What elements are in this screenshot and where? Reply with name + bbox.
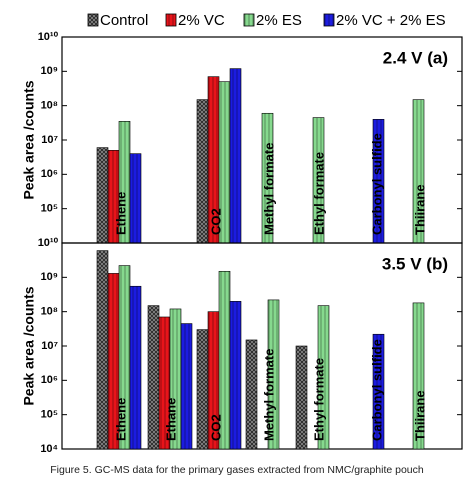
bar xyxy=(196,329,209,450)
legend-swatch xyxy=(243,13,255,27)
legend-swatch xyxy=(323,13,335,27)
category-label: Ethene xyxy=(113,192,128,235)
legend-label: 2% VC xyxy=(178,12,225,29)
y-tick-label: 10⁹ xyxy=(41,65,58,77)
legend-swatch xyxy=(165,13,177,27)
category-label: Thiirane xyxy=(412,184,427,235)
y-tick-label: 10⁷ xyxy=(41,340,58,352)
y-tick-label: 10⁸ xyxy=(41,306,58,318)
category-label: Ethyl formate xyxy=(311,152,326,235)
bar xyxy=(267,299,280,450)
y-tick-label: 10¹⁰ xyxy=(38,237,59,249)
bar xyxy=(129,285,142,450)
bar xyxy=(245,339,258,450)
y-tick-label: 10⁵ xyxy=(41,203,58,215)
category-label: Methyl formate xyxy=(261,349,276,441)
bar xyxy=(96,250,109,450)
bar xyxy=(317,305,330,450)
category-label: Carbonyl sulfide xyxy=(369,339,384,441)
y-tick-label: 10⁹ xyxy=(41,271,58,283)
bar xyxy=(229,68,242,244)
bar xyxy=(180,323,193,450)
y-tick-label: 10⁶ xyxy=(41,168,58,180)
category-label: Ethene xyxy=(113,398,128,441)
y-axis-label: Peak area /counts xyxy=(21,80,37,199)
bar xyxy=(147,305,160,450)
panel-annotation: 2.4 V (a) xyxy=(383,48,448,67)
category-label: CO2 xyxy=(208,208,223,235)
bar xyxy=(96,147,109,244)
bar xyxy=(412,302,425,450)
y-tick-label: 10⁶ xyxy=(41,374,58,386)
bar xyxy=(129,153,142,244)
category-label: CO2 xyxy=(208,414,223,441)
legend-label: 2% VC + 2% ES xyxy=(336,12,446,29)
category-label: Ethane xyxy=(163,398,178,441)
caption: Figure 5. GC-MS data for the primary gas… xyxy=(50,464,424,476)
y-tick-label: 10⁷ xyxy=(41,134,58,146)
y-tick-label: 10⁵ xyxy=(41,409,58,421)
bar xyxy=(196,99,209,244)
legend-label: Control xyxy=(100,12,148,29)
legend-label: 2% ES xyxy=(256,12,302,29)
legend-swatch xyxy=(87,13,99,27)
bar xyxy=(372,333,385,450)
category-label: Thiirane xyxy=(412,390,427,441)
category-label: Ethyl formate xyxy=(311,358,326,441)
bar xyxy=(229,301,242,450)
y-tick-label: 10⁸ xyxy=(41,100,58,112)
y-axis-label: Peak area /counts xyxy=(21,286,37,405)
y-tick-label: 10¹⁰ xyxy=(38,31,59,43)
category-label: Carbonyl sulfide xyxy=(369,133,384,235)
category-label: Methyl formate xyxy=(261,143,276,235)
panel-annotation: 3.5 V (b) xyxy=(382,254,448,273)
bar xyxy=(295,345,308,450)
y-tick-label: 10⁴ xyxy=(40,443,58,455)
